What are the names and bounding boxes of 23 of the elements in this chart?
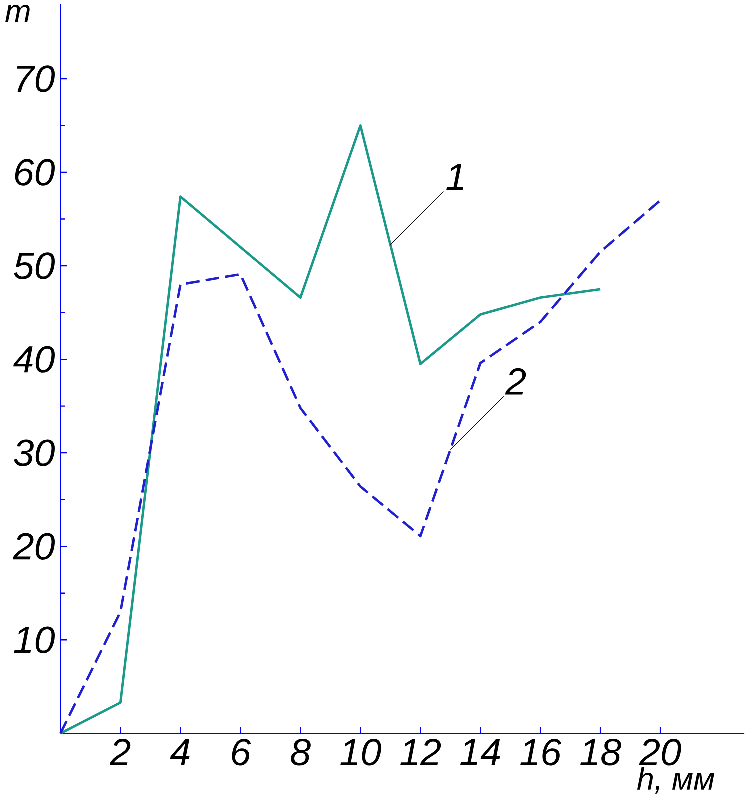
y-tick-label: 30 [14, 440, 55, 466]
y-tick-label: 70 [17, 66, 55, 92]
line-series [59, 124, 602, 735]
line-series [59, 199, 662, 735]
x-axis-title: h, мм [637, 767, 714, 794]
y-tick-label: 20 [12, 533, 55, 560]
x-tick-label: 14 [460, 739, 500, 766]
x-tick-label: 6 [232, 739, 252, 766]
x-tick-label: 18 [580, 739, 622, 766]
x-tick-label: 2 [110, 739, 131, 766]
x-tick-label: 8 [291, 739, 311, 766]
y-tick-label: 40 [13, 346, 55, 373]
y-tick-label: 10 [14, 626, 55, 654]
x-tick-label: 4 [170, 739, 190, 766]
series-label: 1 [446, 164, 464, 190]
y-axis-title: m [6, 5, 30, 22]
series-label: 2 [505, 368, 526, 395]
y-tick-label: 50 [14, 252, 55, 280]
x-tick-label: 20 [639, 739, 682, 766]
x-tick-label: 10 [340, 739, 382, 766]
y-tick-label: 60 [15, 159, 55, 186]
x-tick-label: 16 [520, 739, 562, 766]
x-tick-label: 12 [400, 739, 442, 766]
